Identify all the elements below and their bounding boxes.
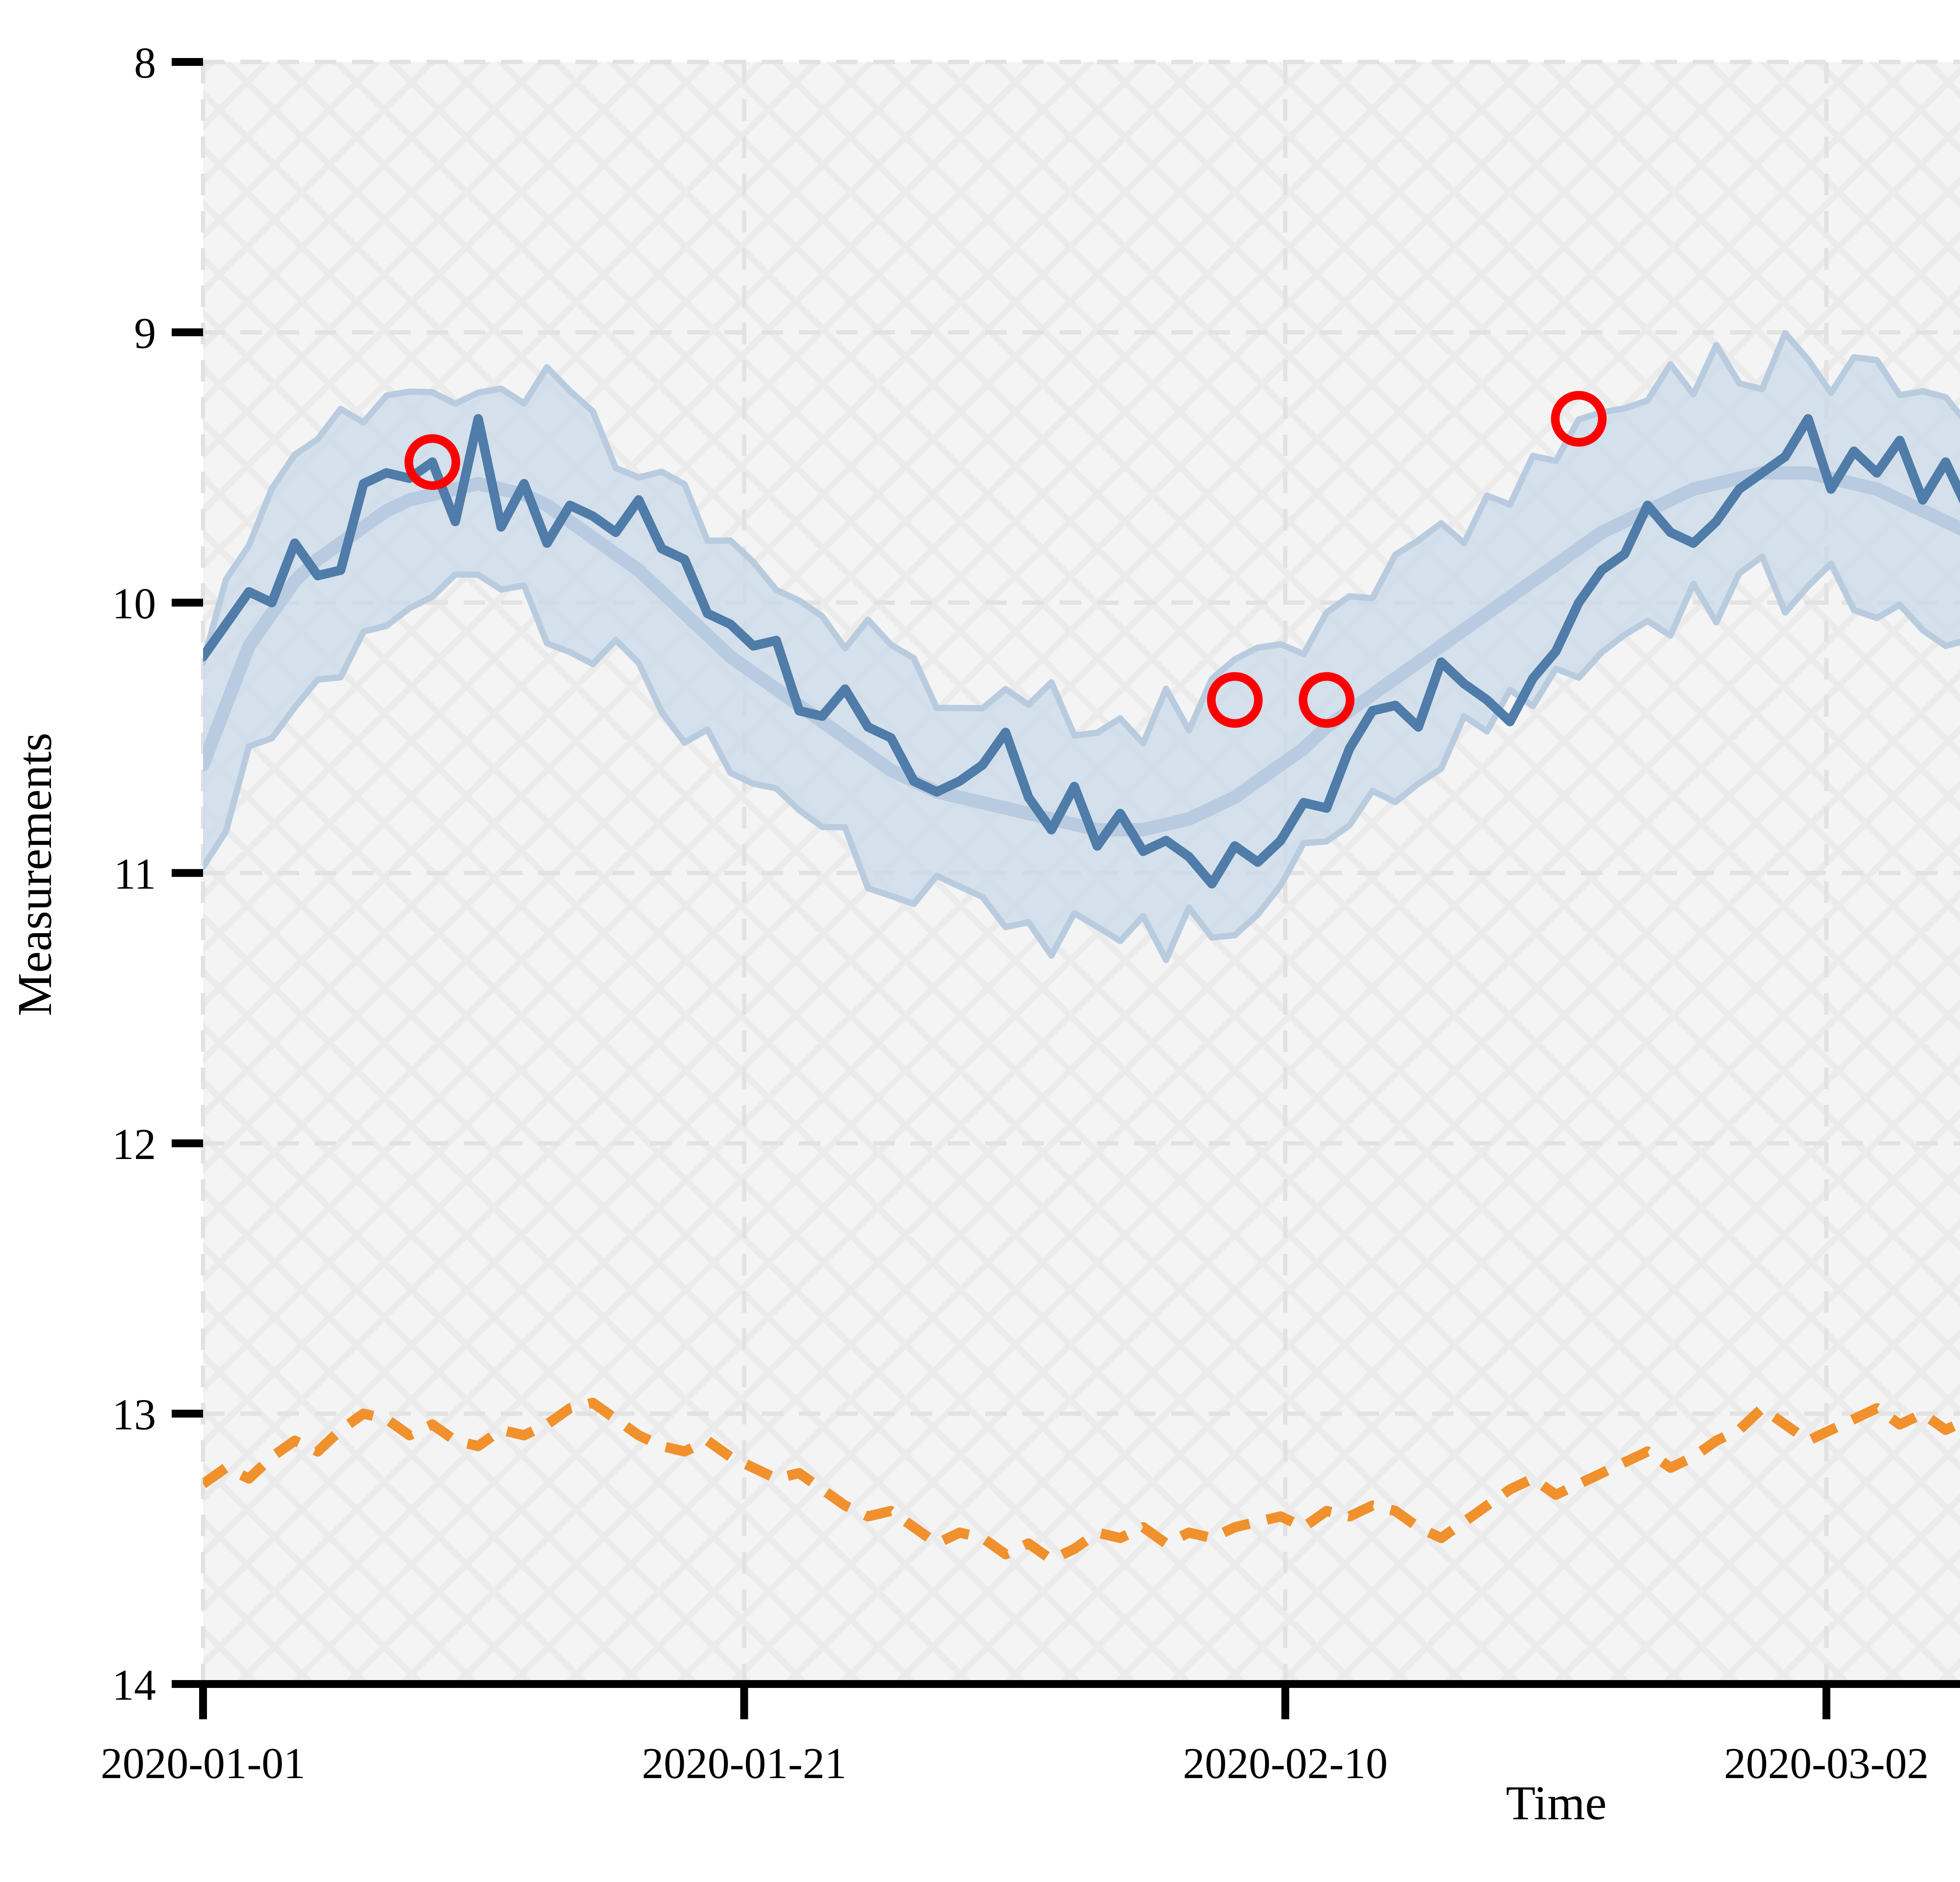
- y-tick-label: 10: [112, 579, 156, 628]
- y-tick-label: 11: [114, 850, 156, 899]
- x-axis-title: Time: [1506, 1776, 1606, 1830]
- x-axis-ticks: 2020-01-01 2020-01-21 2020-02-10 2020-03-02…: [101, 1684, 1929, 1788]
- confidence-ribbon: [203, 333, 1960, 960]
- x-tick-label: 2020-03-02: [1724, 1739, 1929, 1788]
- anomaly-markers[interactable]: [404, 391, 1960, 950]
- y-tick-label: 12: [112, 1120, 156, 1169]
- ribbon-lower-edge: [203, 553, 1960, 963]
- ribbon-upper-edge: [203, 330, 1960, 747]
- y-tick-label: 8: [134, 39, 156, 87]
- series-line-45logw[interactable]: [203, 1397, 1960, 1565]
- x-tick-label: 2020-01-01: [101, 1739, 306, 1788]
- anomaly-marker[interactable]: [1207, 672, 1263, 728]
- y-tick-label: 9: [134, 309, 156, 358]
- x-tick-label: 2020-01-21: [642, 1739, 847, 1788]
- observed-line-12gipgw[interactable]: [203, 414, 1960, 927]
- x-tick-label: 2020-02-10: [1183, 1739, 1388, 1788]
- anomaly-marker[interactable]: [404, 434, 460, 490]
- y-axis-ticks: 14 13 12 11 10 9 8: [112, 39, 203, 1709]
- y-tick-label: 13: [112, 1391, 156, 1439]
- anomaly-marker[interactable]: [1299, 672, 1355, 728]
- fitted-line-12gipgw: [203, 466, 1960, 837]
- y-axis-title: Measurements: [8, 732, 62, 1016]
- y-tick-label: 14: [112, 1661, 156, 1709]
- anomaly-marker[interactable]: [1551, 391, 1607, 447]
